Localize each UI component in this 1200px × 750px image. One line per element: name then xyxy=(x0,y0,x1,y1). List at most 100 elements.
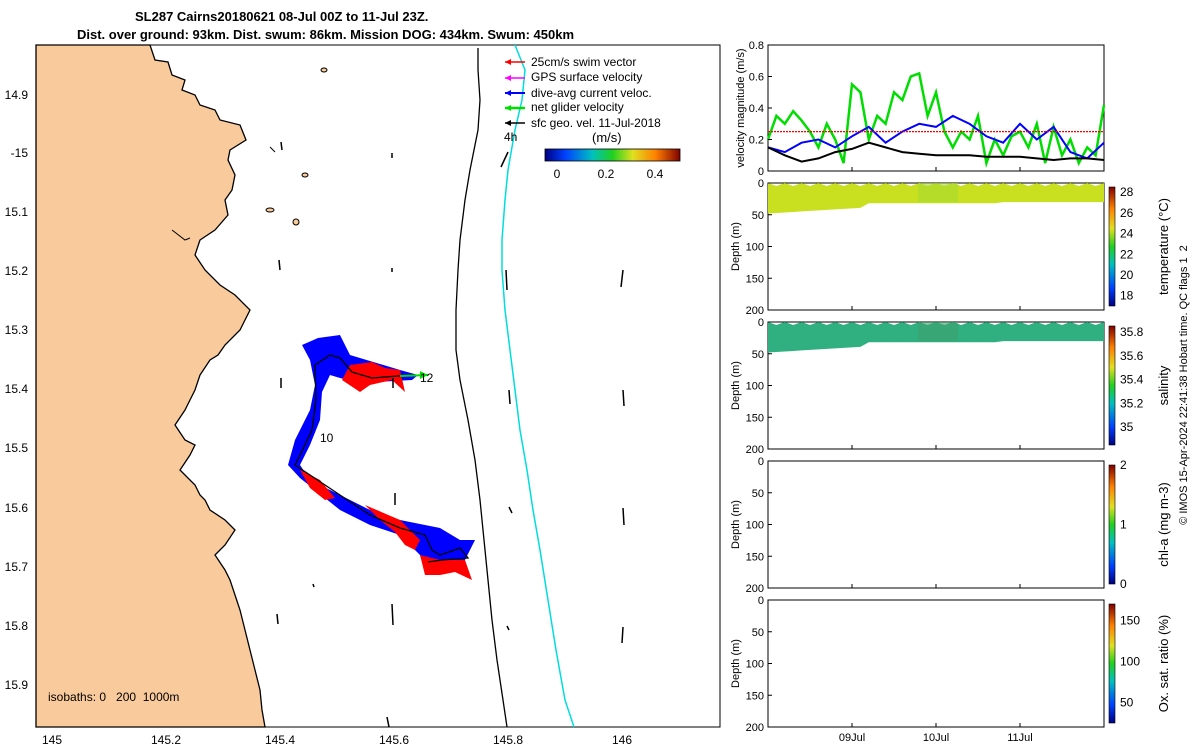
colorbar-label: Ox. sat. ratio (%) xyxy=(1156,615,1171,713)
depth-tick-label: 150 xyxy=(746,690,764,702)
svg-text:145: 145 xyxy=(42,733,62,747)
map-lat-ticks: 14.9 -15 15.1 15.2 15.3 15.4 15.5 15.6 1… xyxy=(5,88,29,692)
depth-tick-label: 200 xyxy=(746,444,764,456)
colorbar-tick-label: 1 xyxy=(1120,518,1127,532)
date-axis-ticks: 09Jul 10Jul 11Jul xyxy=(839,167,1033,744)
depth-axis-label: Depth (m) xyxy=(730,500,742,549)
svg-text:145.8: 145.8 xyxy=(493,733,523,747)
profile-panel[interactable]: 0 50 100 150 200 Depth (m) 0 1 2 chl-a (mg m-3) xyxy=(730,456,1171,595)
svg-text:145.4: 145.4 xyxy=(265,733,295,747)
legend-swim-vector: 25cm/s swim vector xyxy=(531,55,636,69)
depth-tick-label: 200 xyxy=(746,583,764,595)
velocity-tick-label: 0.4 xyxy=(749,103,764,115)
legend-dive-avg: dive-avg current veloc. xyxy=(531,86,652,100)
depth-axis-label: Depth (m) xyxy=(730,222,742,271)
svg-text:0.4: 0.4 xyxy=(647,167,664,181)
isobath-1000 xyxy=(501,44,575,728)
velocity-tick-label: 0.8 xyxy=(749,40,764,52)
svg-text:145.2: 145.2 xyxy=(151,733,181,747)
profile-panel[interactable]: 0 50 100 150 200 Depth (m) 50 100 150 Ox. sat. ra… xyxy=(730,595,1171,734)
svg-text:15.6: 15.6 xyxy=(5,501,29,515)
svg-text:15.8: 15.8 xyxy=(5,619,29,633)
svg-text:15.9: 15.9 xyxy=(5,678,29,692)
colorbar-tick-label: 100 xyxy=(1120,654,1140,668)
date-tick-label: 09Jul xyxy=(839,732,865,744)
depth-tick-label: 50 xyxy=(752,349,764,361)
colorbar-tick-label: 35.4 xyxy=(1120,373,1144,387)
sfc-geo-velocity-arrows xyxy=(276,141,625,728)
svg-text:15.2: 15.2 xyxy=(5,264,29,278)
depth-tick-label: 200 xyxy=(746,722,764,734)
copyright-note: © IMOS 15-Apr-2024 22:41:38 Hobart time.… xyxy=(1178,245,1190,525)
profile-data-patch xyxy=(918,322,958,342)
velocity-panel[interactable]: 0 0.2 0.4 0.6 0.8 velocity magnitude (m/s) xyxy=(735,40,1106,178)
colorbar-tick-label: 35.6 xyxy=(1120,349,1144,363)
depth-tick-label: 0 xyxy=(758,595,764,607)
map-title-line-1: SL287 Cairns20180621 08-Jul 00Z to 11-Ju… xyxy=(135,9,429,24)
depth-tick-label: 150 xyxy=(746,412,764,424)
svg-text:15.7: 15.7 xyxy=(5,560,29,574)
island xyxy=(320,67,328,73)
profile-colorbar xyxy=(1108,464,1116,585)
colorbar-tick-label: 2 xyxy=(1120,458,1127,472)
profile-colorbar xyxy=(1108,186,1116,307)
map-lon-ticks: 145 145.2 145.4 145.6 145.8 146 xyxy=(42,733,632,747)
svg-text:15.5: 15.5 xyxy=(5,441,29,455)
colorbar-tick-label: 150 xyxy=(1120,613,1140,627)
depth-tick-label: 150 xyxy=(746,273,764,285)
depth-tick-label: 100 xyxy=(746,381,764,393)
profile-panel[interactable]: 0 50 100 150 200 Depth (m) 35 35.2 35.4 35.6 35.8 s… xyxy=(730,317,1171,456)
legend-gps-velocity: GPS surface velocity xyxy=(531,70,642,84)
svg-text:146: 146 xyxy=(612,733,632,747)
island xyxy=(265,207,275,213)
svg-text:14.9: 14.9 xyxy=(5,88,29,102)
colorbar-tick-label: 0 xyxy=(1120,577,1127,591)
map-colorbar xyxy=(544,148,681,162)
depth-tick-label: 200 xyxy=(746,305,764,317)
colorbar-tick-label: 35.8 xyxy=(1120,325,1144,339)
track-label-10: 10 xyxy=(320,431,334,445)
depth-tick-label: 50 xyxy=(752,210,764,222)
profile-colorbar xyxy=(1108,325,1116,446)
date-tick-label: 11Jul xyxy=(1007,732,1032,744)
depth-tick-label: 100 xyxy=(746,659,764,671)
svg-text:15.3: 15.3 xyxy=(5,323,29,337)
velocity-tick-label: 0.6 xyxy=(749,72,764,84)
velocity-ylabel: velocity magnitude (m/s) xyxy=(735,48,747,167)
velocity-tick-label: 0.2 xyxy=(749,135,764,147)
colorbar-unit: (m/s) xyxy=(592,130,622,145)
colorbar-tick-label: 24 xyxy=(1120,227,1134,241)
velocity-y-ticks: 0 0.2 0.4 0.6 0.8 xyxy=(749,40,772,178)
island xyxy=(292,218,300,226)
colorbar-label: chl-a (mg m-3) xyxy=(1156,482,1171,567)
profile-panel[interactable]: 0 50 100 150 200 Depth (m) 18 20 22 24 26 28 tempera… xyxy=(730,178,1171,317)
svg-text:0: 0 xyxy=(554,167,561,181)
velocity-series-line xyxy=(767,141,1105,163)
depth-tick-label: 0 xyxy=(758,456,764,468)
glider-track xyxy=(294,354,470,563)
colorbar-tick-label: 50 xyxy=(1120,695,1134,709)
depth-tick-label: 0 xyxy=(758,317,764,329)
svg-text:15.1: 15.1 xyxy=(5,205,29,219)
velocity-tick-label: 0 xyxy=(758,166,764,178)
map-panel[interactable]: 10 12 14.9 -15 15.1 15.2 15.3 15.4 15.5 … xyxy=(5,44,721,747)
colorbar-tick-label: 26 xyxy=(1120,206,1134,220)
profile-colorbar xyxy=(1108,603,1116,724)
depth-axis-label: Depth (m) xyxy=(730,639,742,688)
isobaths-note: isobaths: 0 200 1000m xyxy=(48,690,179,704)
svg-text:0.2: 0.2 xyxy=(598,167,615,181)
profile-axes xyxy=(767,599,1105,728)
depth-axis-label: Depth (m) xyxy=(730,361,742,410)
profile-data-patch xyxy=(918,183,958,203)
coast-land xyxy=(35,44,266,728)
map-title-line-2: Dist. over ground: 93km. Dist. swum: 86k… xyxy=(77,27,575,42)
reef-outline xyxy=(171,229,191,241)
colorbar-label: salinity xyxy=(1156,365,1171,405)
colorbar-tick-label: 35.2 xyxy=(1120,396,1144,410)
map-legend: 25cm/s swim vector GPS surface velocity … xyxy=(504,55,681,181)
depth-tick-label: 50 xyxy=(752,488,764,500)
depth-tick-label: 150 xyxy=(746,551,764,563)
colorbar-tick-label: 22 xyxy=(1120,247,1134,261)
